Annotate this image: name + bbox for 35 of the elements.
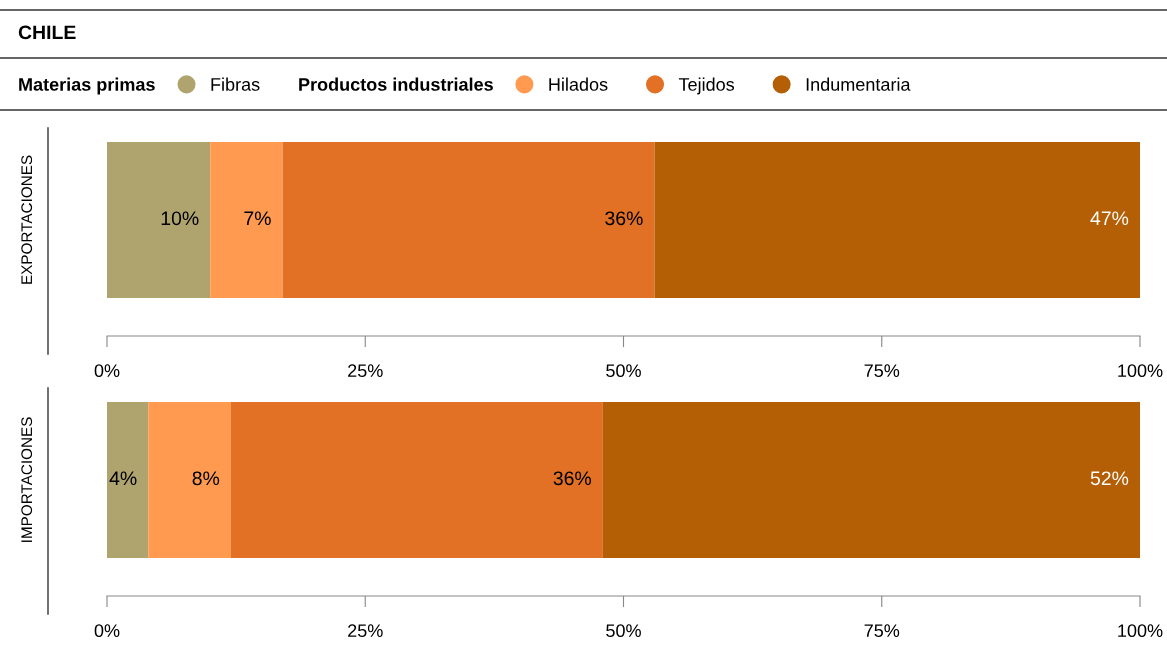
- data-label: 10%: [161, 211, 199, 226]
- x-tick-label: 75%: [864, 624, 900, 638]
- x-tick-label: 50%: [606, 624, 641, 638]
- text: Productos industriales: [299, 77, 493, 91]
- data-label: 52%: [1090, 471, 1129, 486]
- bar: [210, 141, 283, 299]
- legend-label: Tejidos: [678, 77, 735, 95]
- x-tick-label: 75%: [864, 364, 900, 378]
- chart-title: CHILE: [18, 25, 76, 40]
- data-label: 36%: [605, 211, 643, 226]
- legend-label: Hilados: [549, 77, 608, 91]
- data-label: 36%: [553, 471, 592, 486]
- bar: [230, 401, 603, 559]
- bar: [107, 401, 149, 559]
- data-label: 47%: [1090, 211, 1129, 226]
- x-tick-label: 0%: [94, 624, 120, 638]
- y-tick-label: IMPORTACIONES: [21, 417, 33, 542]
- legend-label: Fibras: [211, 77, 260, 91]
- x-tick-label: 25%: [348, 364, 383, 378]
- x-tick-label: 25%: [348, 624, 383, 638]
- x-tick-label: 100%: [1118, 364, 1163, 378]
- bar: [282, 141, 655, 299]
- data-label: 7%: [244, 211, 271, 226]
- data-label: 4%: [109, 471, 137, 486]
- data-label: 8%: [192, 471, 220, 486]
- x-tick-label: 50%: [606, 364, 641, 378]
- bar: [148, 401, 231, 559]
- legend-label: Indumentaria: [806, 77, 911, 91]
- x-tick-label: 100%: [1118, 624, 1163, 638]
- y-tick-label: EXPORTACIONES: [21, 155, 33, 284]
- text: Materias primas: [19, 77, 155, 95]
- bar: [107, 141, 211, 299]
- bar: [654, 141, 1140, 299]
- x-tick-label: 0%: [94, 364, 120, 378]
- bar: [602, 401, 1140, 559]
